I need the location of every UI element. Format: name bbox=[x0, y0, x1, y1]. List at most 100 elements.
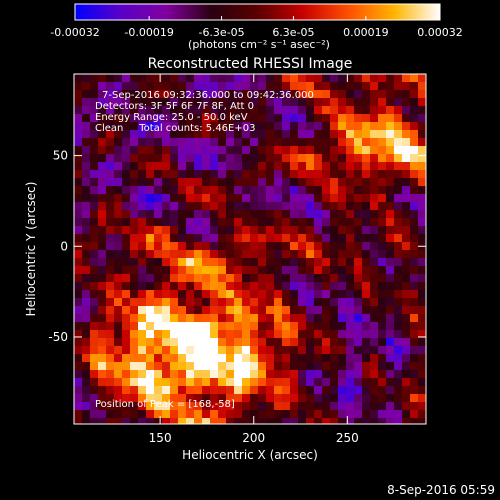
heatmap-cell bbox=[266, 314, 274, 322]
heatmap-cell bbox=[226, 258, 234, 266]
heatmap-cell bbox=[298, 282, 306, 290]
heatmap-cell bbox=[306, 242, 314, 250]
heatmap-cell bbox=[402, 330, 410, 338]
heatmap-cell bbox=[338, 354, 346, 362]
heatmap-cell bbox=[378, 410, 386, 418]
heatmap-cell bbox=[130, 106, 138, 114]
heatmap-cell bbox=[362, 346, 370, 354]
heatmap-cell bbox=[306, 178, 314, 186]
heatmap-cell bbox=[322, 74, 330, 82]
heatmap-cell bbox=[82, 266, 90, 274]
heatmap-cell bbox=[218, 378, 226, 386]
annotation-clean-counts: Clean Total counts: 5.46E+03 bbox=[95, 123, 255, 134]
heatmap-cell bbox=[370, 194, 378, 202]
heatmap-cell bbox=[146, 234, 154, 242]
heatmap-cell bbox=[402, 154, 410, 162]
heatmap-cell bbox=[250, 346, 258, 354]
heatmap-cell bbox=[378, 370, 386, 378]
heatmap-cell bbox=[154, 290, 162, 298]
heatmap-cell bbox=[210, 242, 218, 250]
heatmap-cell bbox=[146, 330, 154, 338]
heatmap-cell bbox=[242, 298, 250, 306]
heatmap-cell bbox=[130, 146, 138, 154]
heatmap-cell bbox=[154, 282, 162, 290]
heatmap-cell bbox=[282, 258, 290, 266]
heatmap-cell bbox=[370, 402, 378, 410]
heatmap-cell bbox=[106, 290, 114, 298]
heatmap-cell bbox=[386, 322, 394, 330]
heatmap-cell bbox=[218, 418, 226, 424]
heatmap-cell bbox=[178, 226, 186, 234]
heatmap-cell bbox=[274, 250, 282, 258]
heatmap-cell bbox=[322, 186, 330, 194]
heatmap-cell bbox=[146, 402, 154, 410]
heatmap-cell bbox=[266, 338, 274, 346]
heatmap-cell bbox=[346, 258, 354, 266]
heatmap-cell bbox=[90, 170, 98, 178]
heatmap-cell bbox=[226, 322, 234, 330]
heatmap-cell bbox=[122, 218, 130, 226]
heatmap-cell bbox=[338, 330, 346, 338]
heatmap-cell bbox=[170, 82, 178, 90]
heatmap-cell bbox=[402, 410, 410, 418]
heatmap-cell bbox=[114, 154, 122, 162]
heatmap-cell bbox=[202, 266, 210, 274]
heatmap-cell bbox=[362, 290, 370, 298]
heatmap-cell bbox=[82, 122, 90, 130]
heatmap-cell bbox=[330, 90, 338, 98]
heatmap-cell bbox=[418, 298, 426, 306]
heatmap-cell bbox=[274, 330, 282, 338]
heatmap-cell bbox=[210, 178, 218, 186]
heatmap-cell bbox=[330, 194, 338, 202]
heatmap-cell bbox=[306, 362, 314, 370]
heatmap-cell bbox=[90, 394, 98, 402]
heatmap-cell bbox=[170, 354, 178, 362]
heatmap-cell bbox=[298, 306, 306, 314]
heatmap-cell bbox=[74, 146, 82, 154]
heatmap-cell bbox=[274, 298, 282, 306]
heatmap-cell bbox=[314, 226, 322, 234]
heatmap-cell bbox=[202, 314, 210, 322]
heatmap-cell bbox=[170, 330, 178, 338]
heatmap-cell bbox=[202, 306, 210, 314]
heatmap-cell bbox=[354, 74, 362, 82]
heatmap-cell bbox=[306, 154, 314, 162]
heatmap-cell bbox=[250, 322, 258, 330]
heatmap-cell bbox=[234, 306, 242, 314]
heatmap-cell bbox=[258, 138, 266, 146]
heatmap-cell bbox=[306, 130, 314, 138]
heatmap-cell bbox=[250, 146, 258, 154]
heatmap-cell bbox=[330, 258, 338, 266]
heatmap-cell bbox=[234, 418, 242, 424]
heatmap-cell bbox=[74, 194, 82, 202]
heatmap-cell bbox=[162, 298, 170, 306]
heatmap-cell bbox=[250, 298, 258, 306]
heatmap-cell bbox=[362, 234, 370, 242]
heatmap-cell bbox=[306, 346, 314, 354]
heatmap-cell bbox=[138, 258, 146, 266]
heatmap-cell bbox=[146, 354, 154, 362]
heatmap-cell bbox=[394, 314, 402, 322]
heatmap-cell bbox=[194, 210, 202, 218]
heatmap-cell bbox=[210, 418, 218, 424]
heatmap-cell bbox=[98, 106, 106, 114]
heatmap-cell bbox=[314, 290, 322, 298]
heatmap-cell bbox=[370, 170, 378, 178]
heatmap-cell bbox=[370, 410, 378, 418]
heatmap-cell bbox=[98, 250, 106, 258]
heatmap-cell bbox=[274, 194, 282, 202]
heatmap-cell bbox=[274, 314, 282, 322]
heatmap-cell bbox=[402, 162, 410, 170]
heatmap-cell bbox=[410, 330, 418, 338]
heatmap-cell bbox=[378, 330, 386, 338]
heatmap-cell bbox=[90, 314, 98, 322]
heatmap-cell bbox=[314, 98, 322, 106]
heatmap-cell bbox=[234, 410, 242, 418]
heatmap-cell bbox=[170, 178, 178, 186]
heatmap-cell bbox=[138, 378, 146, 386]
heatmap-cell bbox=[146, 314, 154, 322]
heatmap-cell bbox=[234, 226, 242, 234]
heatmap-cell bbox=[258, 250, 266, 258]
heatmap-cell bbox=[258, 114, 266, 122]
